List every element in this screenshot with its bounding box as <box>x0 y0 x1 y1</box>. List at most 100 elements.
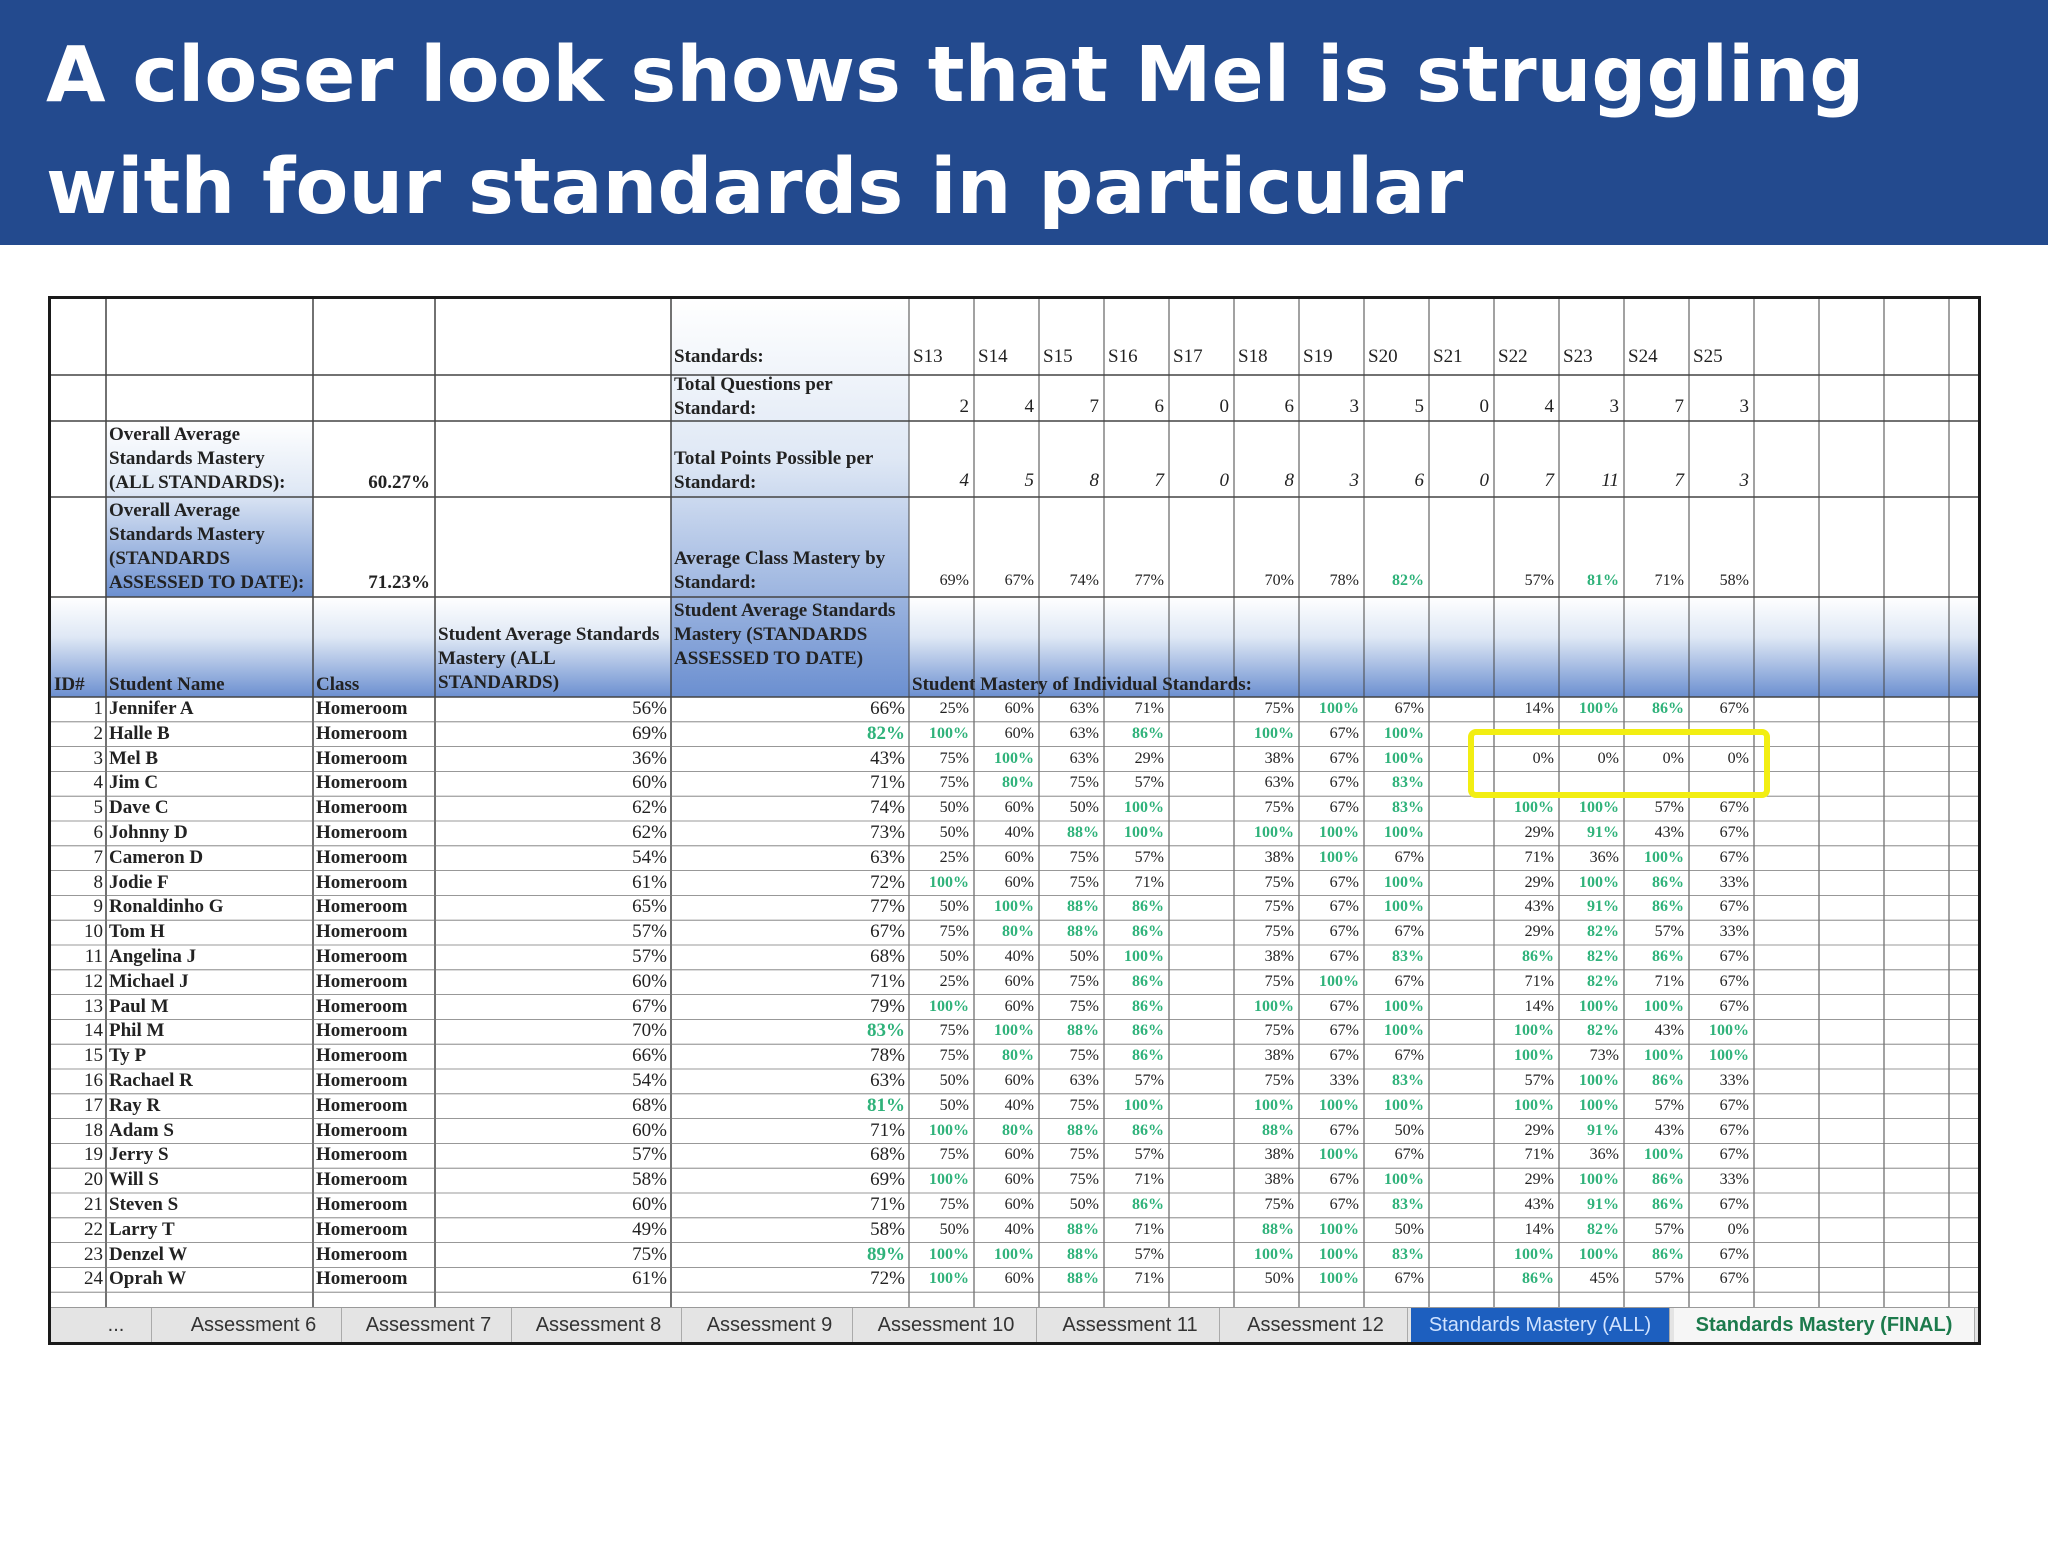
overall-all-label[interactable]: Overall Average Standards Mastery (ALL S… <box>109 424 286 493</box>
student-score-cell[interactable]: 71% <box>1134 1220 1164 1238</box>
student-score-cell[interactable]: 67% <box>1719 997 1749 1015</box>
student-score-cell[interactable]: 38% <box>1264 1171 1294 1189</box>
id-header[interactable]: ID# <box>54 674 85 695</box>
total-points-s14[interactable]: 5 <box>1024 470 1035 491</box>
total-points-s16[interactable]: 7 <box>1154 470 1165 491</box>
student-id[interactable]: 5 <box>93 797 104 819</box>
student-score-cell[interactable]: 57% <box>1654 923 1684 941</box>
student-score-cell[interactable]: 83% <box>1392 799 1424 817</box>
student-avg-all[interactable]: 60% <box>632 772 667 794</box>
student-class[interactable]: Homeroom <box>316 1094 408 1116</box>
student-score-cell[interactable]: 100% <box>1579 1096 1619 1114</box>
sheet-tab[interactable]: Assessment 9 <box>687 1308 853 1342</box>
student-score-cell[interactable]: 83% <box>1392 1245 1424 1263</box>
student-id[interactable]: 7 <box>93 846 104 868</box>
student-id[interactable]: 16 <box>84 1070 103 1091</box>
student-score-cell[interactable]: 60% <box>1004 799 1034 817</box>
student-score-cell[interactable]: 38% <box>1264 1047 1294 1065</box>
student-score-cell[interactable]: 71% <box>1524 972 1554 990</box>
student-score-cell[interactable]: 60% <box>1004 1270 1034 1288</box>
total-points-s19[interactable]: 3 <box>1349 470 1360 491</box>
class-mastery-s24[interactable]: 71% <box>1654 572 1684 589</box>
student-avg-date[interactable]: 74% <box>870 797 905 819</box>
student-score-cell[interactable]: 67% <box>1329 1121 1359 1139</box>
student-score-cell[interactable]: 0% <box>1727 749 1749 767</box>
student-score-cell[interactable]: 40% <box>1004 1096 1034 1114</box>
student-avg-date[interactable]: 63% <box>870 846 905 868</box>
student-score-cell[interactable]: 75% <box>1069 1171 1099 1189</box>
student-name[interactable]: Jerry S <box>109 1144 169 1166</box>
student-score-cell[interactable]: 25% <box>939 700 969 717</box>
class-mastery-s15[interactable]: 74% <box>1069 572 1099 589</box>
standard-header-s20[interactable]: S20 <box>1368 346 1398 367</box>
student-score-cell[interactable]: 88% <box>1067 898 1099 916</box>
student-score-cell[interactable]: 100% <box>1579 1245 1619 1263</box>
student-score-cell[interactable]: 38% <box>1264 749 1294 767</box>
student-score-cell[interactable]: 86% <box>1132 972 1164 990</box>
standard-header-s14[interactable]: S14 <box>978 346 1008 367</box>
student-avg-date[interactable]: 71% <box>870 772 905 794</box>
standard-header-s19[interactable]: S19 <box>1303 346 1333 367</box>
avg-date-header[interactable]: Student Average Standards Mastery (STAND… <box>674 600 896 669</box>
student-avg-all[interactable]: 70% <box>632 1020 667 1042</box>
total-questions-s14[interactable]: 4 <box>1024 396 1035 417</box>
student-name[interactable]: Jennifer A <box>109 698 194 719</box>
student-id[interactable]: 13 <box>84 995 103 1017</box>
student-avg-all[interactable]: 56% <box>632 698 667 719</box>
student-score-cell[interactable]: 80% <box>1002 923 1034 941</box>
student-score-cell[interactable]: 86% <box>1132 1047 1164 1065</box>
student-score-cell[interactable]: 82% <box>1587 923 1619 941</box>
student-id[interactable]: 6 <box>93 822 104 843</box>
student-score-cell[interactable]: 67% <box>1394 923 1424 941</box>
student-score-cell[interactable]: 57% <box>1134 1072 1164 1089</box>
student-score-cell[interactable]: 100% <box>1319 824 1359 841</box>
class-mastery-s14[interactable]: 67% <box>1004 572 1034 589</box>
student-score-cell[interactable]: 100% <box>1514 799 1554 817</box>
student-score-cell[interactable]: 100% <box>929 873 969 891</box>
student-avg-date[interactable]: 66% <box>870 698 905 719</box>
class-mastery-s18[interactable]: 70% <box>1264 572 1294 589</box>
student-score-cell[interactable]: 67% <box>1329 997 1359 1015</box>
student-score-cell[interactable]: 67% <box>1329 799 1359 817</box>
student-id[interactable]: 12 <box>84 970 103 992</box>
total-questions-s22[interactable]: 4 <box>1544 396 1555 417</box>
student-score-cell[interactable]: 82% <box>1587 1022 1619 1040</box>
student-score-cell[interactable]: 57% <box>1134 774 1164 792</box>
student-score-cell[interactable]: 29% <box>1524 1171 1554 1189</box>
student-score-cell[interactable]: 100% <box>1124 824 1164 841</box>
student-score-cell[interactable]: 100% <box>1384 824 1424 841</box>
total-questions-s13[interactable]: 2 <box>959 396 970 417</box>
student-score-cell[interactable]: 67% <box>1719 1146 1749 1164</box>
sheet-tab[interactable]: Assessment 12 <box>1224 1308 1408 1342</box>
student-score-cell[interactable]: 100% <box>1384 1171 1424 1189</box>
student-class[interactable]: Homeroom <box>316 772 408 794</box>
student-score-cell[interactable]: 100% <box>1254 1245 1294 1263</box>
student-score-cell[interactable]: 100% <box>1319 1245 1359 1263</box>
total-questions-s25[interactable]: 3 <box>1739 396 1750 417</box>
student-score-cell[interactable]: 60% <box>1004 997 1034 1015</box>
student-score-cell[interactable]: 86% <box>1522 1270 1554 1288</box>
student-score-cell[interactable]: 33% <box>1719 1072 1749 1089</box>
student-name[interactable]: Jim C <box>109 772 159 794</box>
total-questions-label[interactable]: Total Questions per Standard: <box>674 374 833 419</box>
sheet-tab[interactable]: Assessment 7 <box>346 1308 512 1342</box>
student-score-cell[interactable]: 88% <box>1067 1022 1099 1040</box>
student-score-cell[interactable]: 43% <box>1654 1022 1684 1040</box>
student-score-cell[interactable]: 67% <box>1394 1270 1424 1288</box>
student-score-cell[interactable]: 100% <box>929 1270 969 1288</box>
total-points-s24[interactable]: 7 <box>1674 470 1685 491</box>
student-score-cell[interactable]: 75% <box>939 1047 969 1065</box>
standard-header-s22[interactable]: S22 <box>1498 346 1528 367</box>
student-class[interactable]: Homeroom <box>316 1070 408 1091</box>
student-class[interactable]: Homeroom <box>316 995 408 1017</box>
student-score-cell[interactable]: 75% <box>1069 774 1099 792</box>
student-score-cell[interactable]: 100% <box>1319 700 1359 717</box>
student-avg-all[interactable]: 62% <box>632 822 667 843</box>
student-score-cell[interactable]: 36% <box>1589 848 1619 866</box>
student-score-cell[interactable]: 100% <box>929 1121 969 1139</box>
student-score-cell[interactable]: 75% <box>1264 972 1294 990</box>
student-class[interactable]: Homeroom <box>316 822 408 843</box>
student-id[interactable]: 24 <box>84 1268 103 1290</box>
student-score-cell[interactable]: 57% <box>1134 1146 1164 1164</box>
student-score-cell[interactable]: 83% <box>1392 948 1424 965</box>
